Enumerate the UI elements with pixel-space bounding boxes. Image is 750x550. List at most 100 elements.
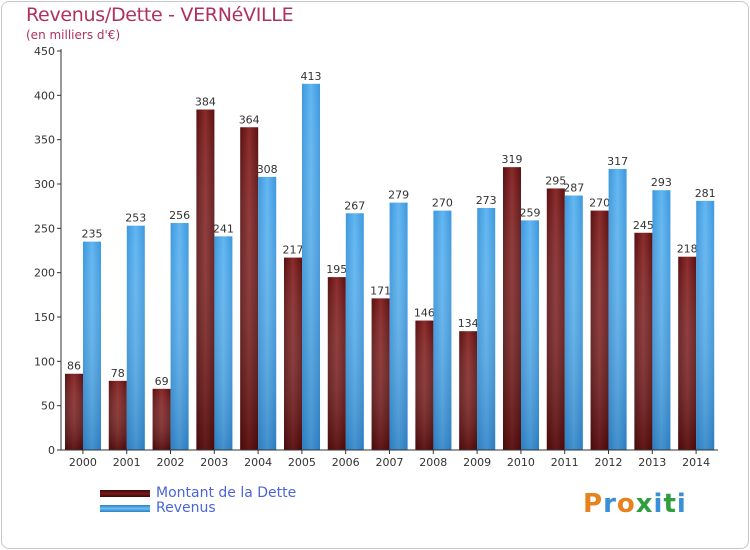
legend-item-revenus: Revenus [100,501,296,516]
data-label: 241 [213,222,234,235]
x-tick-label: 2014 [682,456,710,469]
x-tick-label: 2003 [200,456,228,469]
data-label: 256 [169,209,190,222]
legend-item-dette: Montant de la Dette [100,486,296,501]
bar-dette-shade [196,109,215,451]
data-label: 217 [283,244,304,257]
chart-subtitle: (en milliers d'€) [26,28,121,42]
y-tick-label: 300 [34,178,55,191]
logo-letter: t [663,489,677,519]
data-label: 293 [651,176,672,189]
x-tick-label: 2005 [288,456,316,469]
data-label: 86 [67,360,81,373]
x-tick-label: 2012 [595,456,623,469]
bar-dette-shade [65,373,83,450]
legend-label-dette: Montant de la Dette [156,485,297,501]
x-tick-label: 2007 [376,456,404,469]
x-tick-label: 2011 [551,456,579,469]
bar-dette-shade [546,188,565,450]
data-label: 245 [633,219,654,232]
x-tick-label: 2002 [157,456,185,469]
x-tick-label: 2000 [69,456,97,469]
bar-dette-shade [152,388,171,450]
bar-revenus-shade [170,223,189,450]
bar-dette-shade [503,167,521,451]
bar-revenus-shade [564,195,583,450]
data-label: 270 [589,197,610,210]
logo-letter: r [603,489,617,519]
data-label: 279 [388,189,409,202]
data-label: 259 [520,206,541,219]
bar-dette-shade [240,127,259,451]
legend-swatch-dette [100,490,150,497]
data-label: 281 [695,187,716,200]
logo-letter: P [583,489,604,519]
x-tick-label: 2001 [113,456,141,469]
data-label: 308 [257,163,278,176]
y-tick-label: 100 [34,355,55,368]
data-label: 267 [344,199,365,212]
legend-label-revenus: Revenus [156,500,216,516]
data-label: 317 [607,155,628,168]
data-label: 146 [414,307,435,320]
y-tick-label: 350 [34,134,55,147]
x-tick-label: 2006 [332,456,360,469]
data-label: 413 [301,70,322,83]
data-label: 295 [545,174,566,187]
data-label: 235 [82,228,103,241]
y-tick-label: 50 [41,400,55,413]
bar-revenus-shade [608,168,627,450]
logo-letter: x [635,489,654,519]
data-label: 134 [458,317,479,330]
bar-dette-shade [371,298,390,450]
x-tick-label: 2010 [507,456,535,469]
legend-swatch-revenus [100,505,150,512]
bar-dette-shade [108,380,127,450]
chart-title: Revenus/Dette - VERNéVILLE [26,4,294,26]
data-label: 270 [432,197,453,210]
y-tick-label: 150 [34,311,55,324]
bar-revenus-shade [214,236,233,450]
data-label: 273 [476,194,497,207]
data-label: 171 [370,284,391,297]
x-tick-label: 2004 [244,456,272,469]
bar-dette-shade [327,277,346,450]
data-label: 364 [239,113,260,126]
proxiti-logo: Proxiti [583,489,687,519]
logo-letter: i [676,489,687,519]
data-label: 287 [563,182,584,195]
bar-revenus-shade [345,213,364,450]
y-tick-label: 200 [34,267,55,280]
bar-dette-shade [459,331,478,450]
data-label: 78 [111,367,125,380]
logo-letter: o [616,489,636,519]
data-label: 69 [155,375,169,388]
bar-revenus-shade [521,220,539,450]
data-label: 195 [326,263,347,276]
bar-revenus-shade [652,190,671,450]
bar-revenus-shade [126,225,145,450]
bar-dette-shade [415,320,434,450]
bar-revenus-shade [389,202,408,450]
y-tick-label: 400 [34,89,55,102]
data-label: 218 [677,243,698,256]
logo-letter: i [653,489,664,519]
bar-revenus-shade [433,210,452,450]
y-tick-label: 450 [34,45,55,58]
data-label: 384 [195,96,216,109]
bar-revenus-shade [696,200,715,450]
bar-revenus-shade [258,176,277,450]
bar-dette-shade [590,210,609,450]
data-label: 319 [502,153,523,166]
x-tick-label: 2009 [463,456,491,469]
bar-revenus-shade [83,241,101,450]
y-tick-label: 0 [48,444,55,457]
bar-dette-shade [634,232,653,450]
bar-dette-shade [284,257,302,450]
bar-dette-shade [678,256,697,450]
x-tick-label: 2013 [638,456,666,469]
bar-revenus-shade [302,83,320,450]
legend: Montant de la Dette Revenus [100,486,296,516]
data-label: 253 [125,212,146,225]
